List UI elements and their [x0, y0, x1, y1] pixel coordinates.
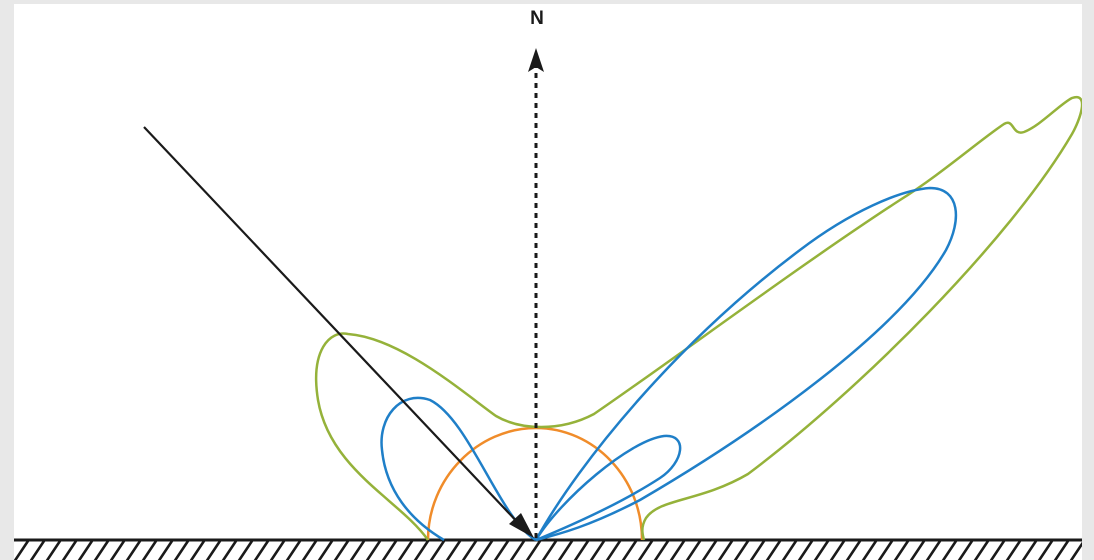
forward-lobe-small-blue — [534, 434, 682, 542]
specular-lobe-blue — [534, 186, 958, 542]
surface-normal-arrow — [528, 48, 544, 538]
normal-label: N — [530, 8, 544, 29]
outer-lobe-green — [315, 95, 1082, 541]
incident-ray — [143, 126, 534, 538]
backscatter-lobe-blue — [380, 396, 537, 542]
diagram-panel — [14, 4, 1082, 560]
hatched-surface — [14, 538, 1082, 560]
